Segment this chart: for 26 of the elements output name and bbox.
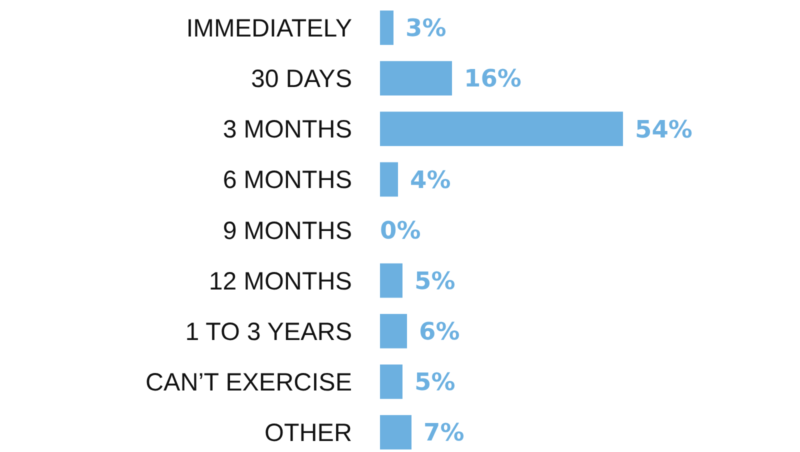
y-tick-label: 6 MONTHS — [222, 166, 352, 194]
data-label: 5% — [414, 266, 456, 295]
y-tick-label: 3 MONTHS — [222, 116, 352, 144]
bar — [380, 10, 394, 45]
data-label: 54% — [635, 115, 692, 144]
data-label: 0% — [380, 216, 421, 244]
y-tick-label: 1 TO 3 YEARS — [185, 318, 352, 346]
y-tick-label: OTHER — [264, 419, 352, 448]
y-tick-label: 30 DAYS — [251, 65, 352, 94]
data-label: 6% — [419, 318, 460, 346]
data-label: 5% — [414, 368, 456, 396]
y-tick-label: 12 MONTHS — [208, 267, 352, 296]
y-tick-label: 9 MONTHS — [222, 216, 352, 245]
y-tick-label: IMMEDIATELY — [186, 14, 352, 42]
data-label: 16% — [464, 64, 522, 93]
bar — [380, 61, 452, 96]
bar — [380, 162, 398, 197]
bar — [380, 112, 623, 146]
y-tick-label: CAN’T EXERCISE — [145, 368, 352, 396]
bar — [380, 415, 412, 450]
bar — [380, 314, 407, 348]
bar — [380, 263, 402, 298]
data-label: 3% — [406, 14, 446, 42]
bar — [380, 364, 402, 399]
data-label: 4% — [410, 166, 451, 194]
data-label: 7% — [424, 418, 464, 447]
